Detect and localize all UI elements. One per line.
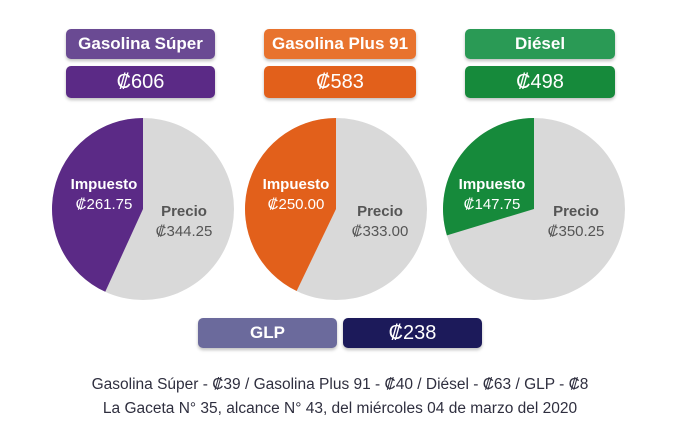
gasolina-plus-91-label: Gasolina Plus 91 bbox=[264, 29, 416, 59]
pie-svg bbox=[442, 118, 625, 300]
diesel-impuesto-value: ₡147.75 bbox=[463, 196, 521, 213]
diesel-precio-value: ₡350.25 bbox=[547, 223, 605, 240]
gasolina-plus-91-precio-value: ₡333.00 bbox=[351, 223, 409, 240]
glp-price: ₡238 bbox=[343, 318, 482, 348]
pie-slice-impuesto bbox=[442, 118, 534, 236]
gasolina-super-impuesto-value: ₡261.75 bbox=[75, 196, 133, 213]
gasolina-super-precio-value: ₡344.25 bbox=[155, 223, 213, 240]
gasolina-plus-91-impuesto-label: Impuesto ₡250.00 bbox=[258, 175, 334, 215]
diesel-impuesto-label: Impuesto ₡147.75 bbox=[454, 175, 530, 215]
diesel-label: Diésel bbox=[465, 29, 615, 59]
gasolina-plus-91-price: ₡583 bbox=[264, 66, 416, 98]
gasolina-plus-91-pie-chart bbox=[245, 118, 427, 300]
diesel-pie-chart bbox=[442, 118, 625, 300]
gasolina-super-precio-label: Precio ₡344.25 bbox=[146, 202, 222, 242]
pie-svg bbox=[245, 118, 427, 300]
footer-source: La Gaceta N° 35, alcance N° 43, del miér… bbox=[102, 400, 578, 417]
footer-tax-summary: Gasolina Súper - ₡39 / Gasolina Plus 91 … bbox=[91, 376, 589, 393]
gasolina-plus-91-impuesto-value: ₡250.00 bbox=[267, 196, 325, 213]
diesel-price: ₡498 bbox=[465, 66, 615, 98]
gasolina-plus-91-precio-label: Precio ₡333.00 bbox=[342, 202, 418, 242]
gasolina-super-label: Gasolina Súper bbox=[66, 29, 215, 59]
pie-slice-impuesto bbox=[52, 118, 143, 292]
gasolina-super-impuesto-label: Impuesto ₡261.75 bbox=[66, 175, 142, 215]
gasolina-super-price: ₡606 bbox=[66, 66, 215, 98]
pie-svg bbox=[52, 118, 234, 300]
gasolina-super-pie-chart bbox=[52, 118, 234, 300]
pie-slice-impuesto bbox=[245, 118, 336, 292]
diesel-precio-label: Precio ₡350.25 bbox=[538, 202, 614, 242]
glp-label: GLP bbox=[198, 318, 337, 348]
